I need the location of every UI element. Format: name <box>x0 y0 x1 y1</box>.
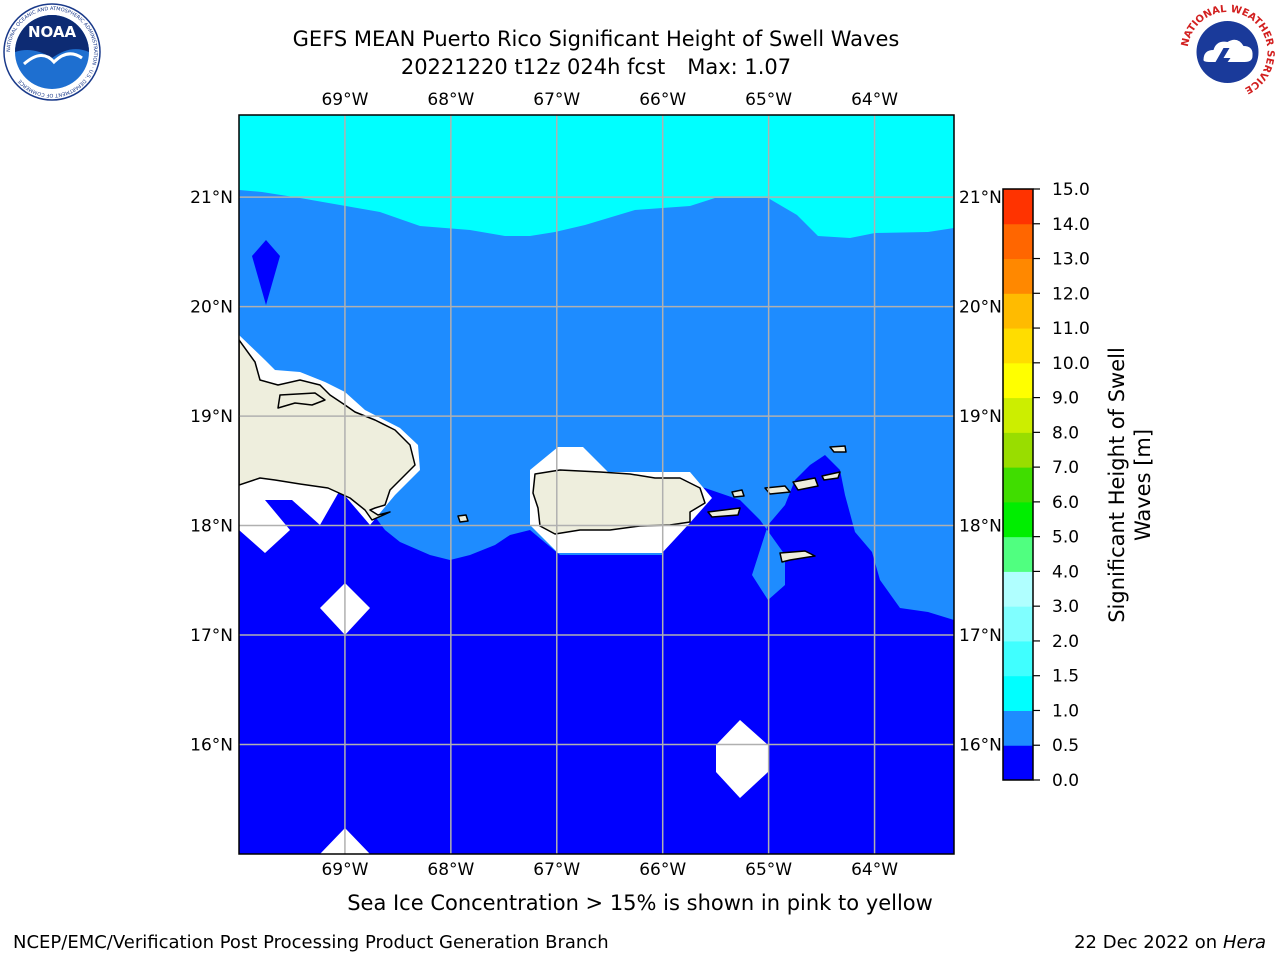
tortuga-island <box>277 392 326 409</box>
colorbar-tick-label-5: 3.0 <box>1052 597 1079 617</box>
colorbar-segment-1 <box>1003 710 1033 746</box>
colorbar-segment-14 <box>1003 258 1033 294</box>
lat-label-right-4: 17°N <box>959 626 1002 646</box>
lat-label-right-0: 21°N <box>959 188 1002 208</box>
lon-labels-bottom: 69°W 68°W 67°W 66°W 65°W 64°W <box>321 860 898 880</box>
lat-label-right-2: 19°N <box>959 407 1002 427</box>
colorbar-tick-label-9: 7.0 <box>1052 458 1079 478</box>
run-info: 20221220 t12z 024h fcst <box>400 55 666 79</box>
colorbar-frame <box>1002 188 1034 781</box>
lat-labels-right: 21°N 20°N 19°N 18°N 17°N 16°N <box>959 188 1002 755</box>
lat-label-left-1: 20°N <box>190 298 233 318</box>
swell-band-1.0-1.5 <box>239 115 954 238</box>
lon-label-top-4: 65°W <box>745 90 792 110</box>
lon-label-bottom-1: 68°W <box>427 860 474 880</box>
colorbar-tick-label-14: 12.0 <box>1052 284 1090 304</box>
colorbar-tick-label-0: 0.0 <box>1052 771 1079 791</box>
colorbar-segment-15 <box>1003 223 1033 260</box>
colorbar-segment-4 <box>1003 606 1033 642</box>
lat-labels-left: 21°N 20°N 19°N 18°N 17°N 16°N <box>190 188 233 755</box>
virgin-gorda-island <box>821 471 841 481</box>
chart-title: GEFS MEAN Puerto Rico Significant Height… <box>292 27 900 51</box>
footer-date: 22 Dec 2022 on Hera <box>1074 932 1266 953</box>
gridlines <box>239 115 954 854</box>
colorbar-tick-label-3: 1.5 <box>1052 667 1079 687</box>
footer-host: Hera <box>1222 932 1266 953</box>
lon-label-bottom-3: 66°W <box>639 860 686 880</box>
lat-label-right-5: 16°N <box>959 736 1002 756</box>
colorbar-tick-label-8: 6.0 <box>1052 493 1079 513</box>
lon-label-top-5: 64°W <box>851 90 898 110</box>
colorbar-tick-label-16: 14.0 <box>1052 215 1090 235</box>
lat-label-left-5: 16°N <box>190 736 233 756</box>
colorbar-segment-9 <box>1003 432 1033 468</box>
footer-branch: NCEP/EMC/Verification Post Processing Pr… <box>13 932 609 953</box>
lat-label-left-4: 17°N <box>190 626 233 646</box>
map-frame <box>238 114 955 855</box>
colorbar-label-line2: Waves [m] <box>1131 429 1155 541</box>
lon-label-bottom-4: 65°W <box>745 860 792 880</box>
tortola-island <box>792 477 819 491</box>
lat-label-left-0: 21°N <box>190 188 233 208</box>
lon-label-top-2: 67°W <box>533 90 580 110</box>
colorbar-tick-label-17: 15.0 <box>1052 180 1090 200</box>
map-content <box>239 115 954 854</box>
swell-patch-low <box>252 240 280 305</box>
lon-labels-top: 69°W 68°W 67°W 66°W 65°W 64°W <box>321 90 898 110</box>
noaa-logo-text: NOAA <box>28 23 77 41</box>
hispaniola-land <box>239 339 416 521</box>
lon-label-top-1: 68°W <box>427 90 474 110</box>
colorbar-tick-label-15: 13.0 <box>1052 250 1090 270</box>
lon-label-top-3: 66°W <box>639 90 686 110</box>
lon-label-bottom-5: 64°W <box>851 860 898 880</box>
colorbar-segment-6 <box>1003 536 1033 572</box>
colorbar-segment-3 <box>1003 640 1033 677</box>
lon-label-bottom-0: 69°W <box>321 860 368 880</box>
colorbar-tick-label-4: 2.0 <box>1052 632 1079 652</box>
lon-label-top-0: 69°W <box>321 90 368 110</box>
colorbar <box>1003 189 1033 781</box>
colorbar-tick-label-13: 11.0 <box>1052 319 1090 339</box>
colorbar-segment-8 <box>1003 467 1033 503</box>
colorbar-segment-11 <box>1003 362 1033 399</box>
lon-label-bottom-2: 67°W <box>533 860 580 880</box>
lat-label-left-3: 18°N <box>190 517 233 537</box>
colorbar-segment-0 <box>1003 745 1033 781</box>
st-croix-island <box>779 550 816 563</box>
colorbar-segment-5 <box>1003 571 1033 607</box>
chart-subtitle: 20221220 t12z 024h fcst Max: 1.07 <box>0 55 1192 79</box>
colorbar-tick-label-11: 9.0 <box>1052 389 1079 409</box>
colorbar-label: Significant Height of Swell Waves [m] <box>1105 347 1155 623</box>
colorbar-tick-label-7: 5.0 <box>1052 528 1079 548</box>
colorbar-tick-label-2: 1.0 <box>1052 701 1079 721</box>
colorbar-segment-16 <box>1003 189 1033 225</box>
footer-date-text: 22 Dec 2022 on <box>1074 932 1218 953</box>
lat-label-right-3: 18°N <box>959 517 1002 537</box>
vieques-island <box>707 507 741 518</box>
colorbar-ticks: 0.0 0.5 1.0 1.5 2.0 3.0 4.0 5.0 6.0 7.0 8.0 9.0 10.0… <box>1033 180 1090 791</box>
colorbar-label-line1: Significant Height of Swell <box>1105 347 1129 623</box>
culebra-island <box>731 489 745 498</box>
colorbar-tick-label-10: 8.0 <box>1052 423 1079 443</box>
lat-label-right-1: 20°N <box>959 298 1002 318</box>
sea-ice-caption: Sea Ice Concentration > 15% is shown in … <box>347 891 933 915</box>
colorbar-segment-13 <box>1003 293 1033 329</box>
colorbar-tick-label-6: 4.0 <box>1052 562 1079 582</box>
nws-logo: NATIONAL WEATHER SERVICE <box>1179 4 1276 100</box>
colorbar-segment-7 <box>1003 501 1033 538</box>
colorbar-segment-2 <box>1003 675 1033 711</box>
colorbar-segment-10 <box>1003 397 1033 433</box>
colorbar-segment-12 <box>1003 328 1033 364</box>
max-value: Max: 1.07 <box>687 55 792 79</box>
colorbar-tick-label-12: 10.0 <box>1052 354 1090 374</box>
lat-label-left-2: 19°N <box>190 407 233 427</box>
colorbar-tick-label-1: 0.5 <box>1052 736 1079 756</box>
noaa-logo: NATIONAL OCEANIC AND ATMOSPHERIC ADMINIS… <box>3 3 101 101</box>
anegada-island <box>829 445 847 453</box>
mona-island <box>457 514 469 523</box>
